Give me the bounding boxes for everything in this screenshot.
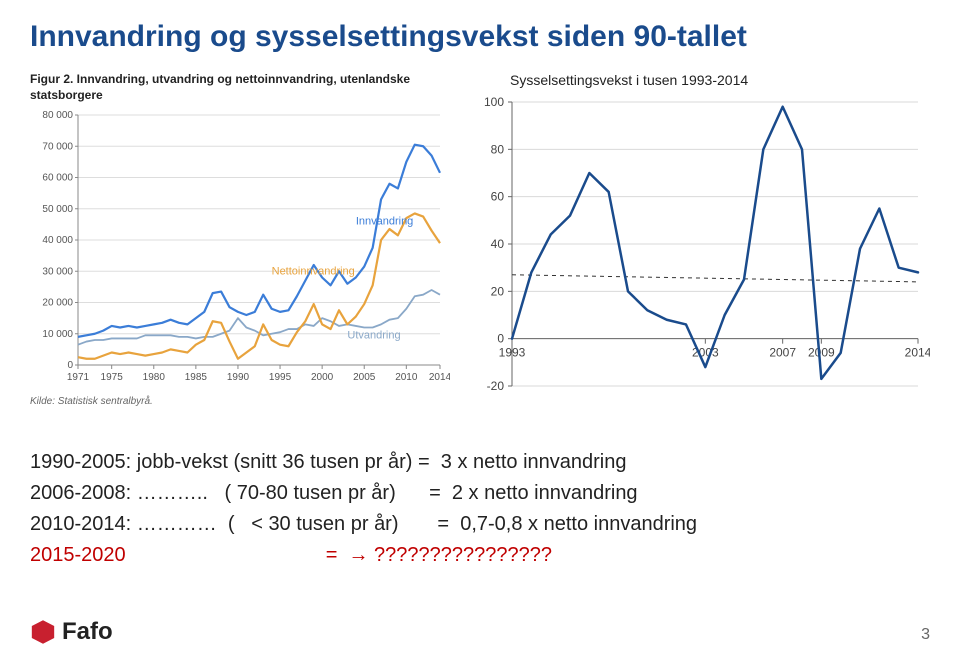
svg-text:2009: 2009	[808, 346, 835, 360]
bullet-row: 2015-2020 = → ????????????????	[30, 540, 930, 571]
right-column: Sysselsettingsvekst i tusen 1993-2014 -2…	[470, 72, 930, 417]
svg-text:2010: 2010	[395, 372, 418, 383]
svg-text:0: 0	[67, 360, 73, 371]
svg-text:70 000: 70 000	[42, 141, 73, 152]
svg-text:Utvandring: Utvandring	[347, 330, 400, 342]
svg-text:100: 100	[484, 95, 504, 109]
bullet-row: 2010-2014: ………… ( < 30 tusen pr år) = 0,…	[30, 509, 930, 540]
left-figure-source: Kilde: Statistisk sentralbyrå.	[30, 396, 450, 407]
svg-text:80: 80	[491, 142, 505, 156]
svg-text:2000: 2000	[311, 372, 334, 383]
bullet-row: 1990-2005: jobb-vekst (snitt 36 tusen pr…	[30, 447, 930, 478]
page-number: 3	[921, 626, 930, 644]
svg-text:1995: 1995	[269, 372, 292, 383]
svg-text:2007: 2007	[769, 346, 796, 360]
left-figure-caption: Figur 2. Innvandring, utvandring og nett…	[30, 72, 450, 103]
svg-text:0: 0	[497, 332, 504, 346]
svg-text:1971: 1971	[67, 372, 90, 383]
svg-text:1975: 1975	[101, 372, 124, 383]
right-chart: -2002040608010019932003200720092014	[470, 92, 930, 412]
svg-text:40 000: 40 000	[42, 235, 73, 246]
fafo-logo-text: Fafo	[62, 618, 113, 646]
svg-text:Innvandring: Innvandring	[356, 216, 414, 228]
bullet-row: 2006-2008: ……….. ( 70-80 tusen pr år) = …	[30, 478, 930, 509]
left-chart: 0 10 000 20 000 30 000 40 000 50 000 60 000 70 …	[30, 107, 450, 387]
svg-text:1985: 1985	[185, 372, 208, 383]
left-column: Figur 2. Innvandring, utvandring og nett…	[30, 72, 450, 407]
svg-text:30 000: 30 000	[42, 266, 73, 277]
svg-text:60 000: 60 000	[42, 173, 73, 184]
svg-text:2014: 2014	[905, 346, 930, 360]
slide-title: Innvandring og sysselsettingsvekst siden…	[30, 20, 930, 54]
svg-text:1980: 1980	[143, 372, 166, 383]
svg-text:-20: -20	[487, 379, 505, 393]
right-chart-title: Sysselsettingsvekst i tusen 1993-2014	[470, 72, 930, 88]
bullet-list: 1990-2005: jobb-vekst (snitt 36 tusen pr…	[30, 447, 930, 571]
svg-text:Nettoinnvandring: Nettoinnvandring	[272, 266, 355, 278]
svg-text:2014: 2014	[429, 372, 450, 383]
svg-text:10 000: 10 000	[42, 329, 73, 340]
fafo-hex-icon	[30, 619, 56, 645]
svg-text:80 000: 80 000	[42, 110, 73, 121]
content-row: Figur 2. Innvandring, utvandring og nett…	[30, 72, 930, 417]
svg-text:50 000: 50 000	[42, 204, 73, 215]
svg-text:2005: 2005	[353, 372, 376, 383]
svg-text:20: 20	[491, 284, 505, 298]
svg-text:1990: 1990	[227, 372, 250, 383]
svg-text:20 000: 20 000	[42, 298, 73, 309]
fafo-logo: Fafo	[30, 618, 113, 646]
svg-text:60: 60	[491, 190, 505, 204]
svg-text:40: 40	[491, 237, 505, 251]
